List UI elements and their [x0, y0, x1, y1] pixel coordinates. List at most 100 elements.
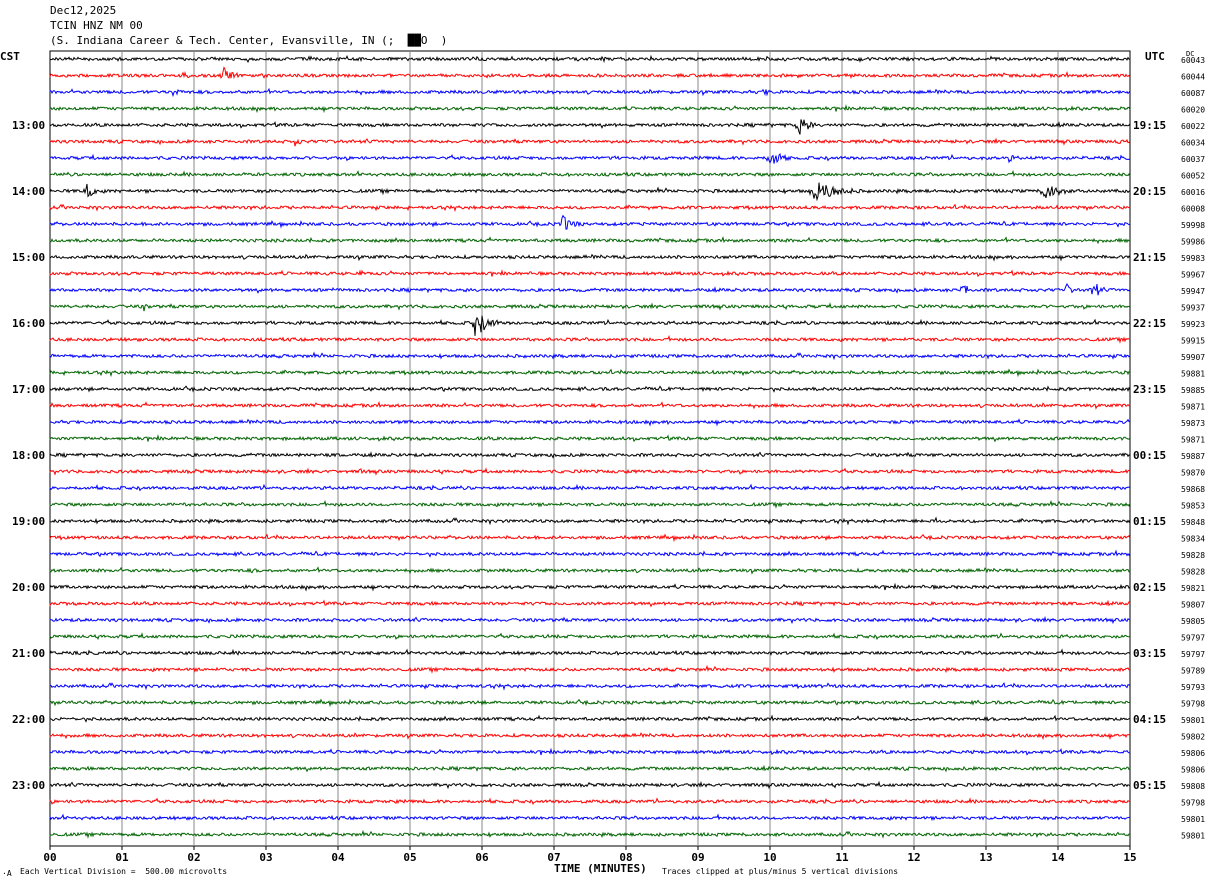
x-tick-label: 02	[187, 851, 200, 864]
right-hour-label: 19:15	[1133, 119, 1166, 132]
seismic-trace	[49, 334, 1131, 344]
dc-offset-label: 59797	[1181, 650, 1205, 659]
dc-offset-label: 59848	[1181, 518, 1205, 527]
seismic-trace	[49, 780, 1131, 790]
right-hour-label: 23:15	[1133, 383, 1166, 396]
seismic-trace	[49, 499, 1131, 509]
seismic-trace	[49, 582, 1131, 592]
seismic-trace	[49, 400, 1131, 410]
x-tick-label: 12	[907, 851, 920, 864]
right-hour-label: 05:15	[1133, 779, 1166, 792]
x-tick-label: 14	[1051, 851, 1065, 864]
x-tick-label: 10	[763, 851, 776, 864]
seismic-trace	[49, 615, 1131, 625]
footer-corner-mark: ·A	[2, 869, 12, 878]
dc-offset-label: 59881	[1181, 370, 1205, 379]
right-hour-label: 01:15	[1133, 515, 1166, 528]
dc-offset-label: 59885	[1181, 386, 1205, 395]
right-hour-label: 21:15	[1133, 251, 1166, 264]
seismic-trace	[49, 813, 1130, 822]
seismic-trace	[49, 698, 1131, 708]
dc-offset-label: 59947	[1181, 287, 1205, 296]
left-hour-label: 19:00	[12, 515, 45, 528]
x-tick-label: 04	[331, 851, 345, 864]
seismic-trace	[49, 418, 1131, 427]
dc-offset-label: 59937	[1181, 304, 1205, 313]
left-hour-label: 17:00	[12, 383, 45, 396]
dc-offset-label: 60043	[1181, 56, 1205, 65]
right-hour-label: 02:15	[1133, 581, 1166, 594]
dc-offset-label: 59870	[1181, 469, 1205, 478]
footer-clip-note: Traces clipped at plus/minus 5 vertical …	[662, 867, 899, 876]
seismic-trace	[49, 483, 1131, 492]
right-timezone-label: UTC	[1145, 50, 1165, 63]
seismic-trace	[49, 302, 1131, 312]
seismic-trace	[49, 282, 1131, 296]
dc-offset-label: 59805	[1181, 617, 1205, 626]
dc-offset-label: 59873	[1181, 419, 1205, 428]
dc-offset-label: 59871	[1181, 403, 1205, 412]
seismic-trace	[49, 648, 1131, 656]
seismic-trace	[49, 253, 1131, 262]
seismic-trace	[49, 182, 1131, 202]
seismic-trace	[49, 797, 1131, 805]
left-hour-label: 23:00	[12, 779, 45, 792]
dc-offset-label: 60020	[1181, 106, 1205, 115]
dc-offset-label: 59802	[1181, 733, 1205, 742]
dc-offset-label: 59807	[1181, 601, 1205, 610]
dc-offset-label: 59986	[1181, 238, 1205, 247]
right-hour-label: 03:15	[1133, 647, 1166, 660]
dc-offset-label: 60034	[1181, 139, 1205, 148]
seismic-trace	[49, 54, 1131, 64]
dc-column-label: DC	[1186, 50, 1194, 58]
seismic-trace	[49, 104, 1131, 114]
dc-offset-label: 60087	[1181, 89, 1205, 98]
seismic-trace	[49, 599, 1131, 608]
seismic-trace	[49, 434, 1131, 443]
header-date: Dec12,2025	[50, 4, 117, 17]
seismic-trace	[49, 682, 1131, 691]
dc-offset-label: 59806	[1181, 749, 1205, 758]
header-station: TCIN HNZ NM 00	[50, 19, 143, 32]
seismic-trace	[49, 516, 1131, 526]
right-hour-label: 20:15	[1133, 185, 1166, 198]
dc-offset-label: 60022	[1181, 122, 1205, 131]
x-tick-label: 09	[691, 851, 704, 864]
x-tick-label: 03	[259, 851, 272, 864]
seismic-trace	[49, 169, 1131, 178]
dc-offset-label: 59801	[1181, 832, 1205, 841]
seismic-trace	[49, 368, 1131, 378]
dc-offset-label: 59887	[1181, 452, 1205, 461]
dc-offset-label: 59915	[1181, 337, 1205, 346]
left-hour-label: 16:00	[12, 317, 45, 330]
dc-offset-label: 60037	[1181, 155, 1205, 164]
dc-offset-label: 59793	[1181, 683, 1205, 692]
seismic-trace	[49, 467, 1131, 476]
right-hour-label: 22:15	[1133, 317, 1166, 330]
seismic-trace	[49, 153, 1131, 164]
left-hour-label: 15:00	[12, 251, 45, 264]
right-hour-label: 04:15	[1133, 713, 1166, 726]
dc-offset-label: 59797	[1181, 634, 1205, 643]
dc-offset-label: 59907	[1181, 353, 1205, 362]
dc-offset-label: 59868	[1181, 485, 1205, 494]
dc-offset-label: 60044	[1181, 73, 1205, 82]
header-location: (S. Indiana Career & Tech. Center, Evans…	[50, 34, 448, 47]
left-hour-label: 20:00	[12, 581, 45, 594]
x-tick-label: 07	[547, 851, 560, 864]
dc-offset-label: 60008	[1181, 205, 1205, 214]
left-hour-label: 22:00	[12, 713, 45, 726]
dc-offset-label: 59871	[1181, 436, 1205, 445]
seismic-trace	[49, 385, 1131, 393]
dc-offset-label: 59806	[1181, 766, 1205, 775]
dc-offset-label: 59828	[1181, 551, 1205, 560]
x-tick-label: 00	[43, 851, 56, 864]
dc-offset-label: 59801	[1181, 716, 1205, 725]
dc-offset-label: 59983	[1181, 254, 1205, 263]
x-tick-label: 11	[835, 851, 849, 864]
seismic-trace	[49, 214, 1131, 230]
footer-scale-note: Each Vertical Division = 500.00 microvol…	[20, 867, 228, 876]
seismic-trace	[49, 203, 1131, 213]
seismic-trace	[49, 747, 1131, 756]
x-axis-title: TIME (MINUTES)	[554, 862, 647, 875]
